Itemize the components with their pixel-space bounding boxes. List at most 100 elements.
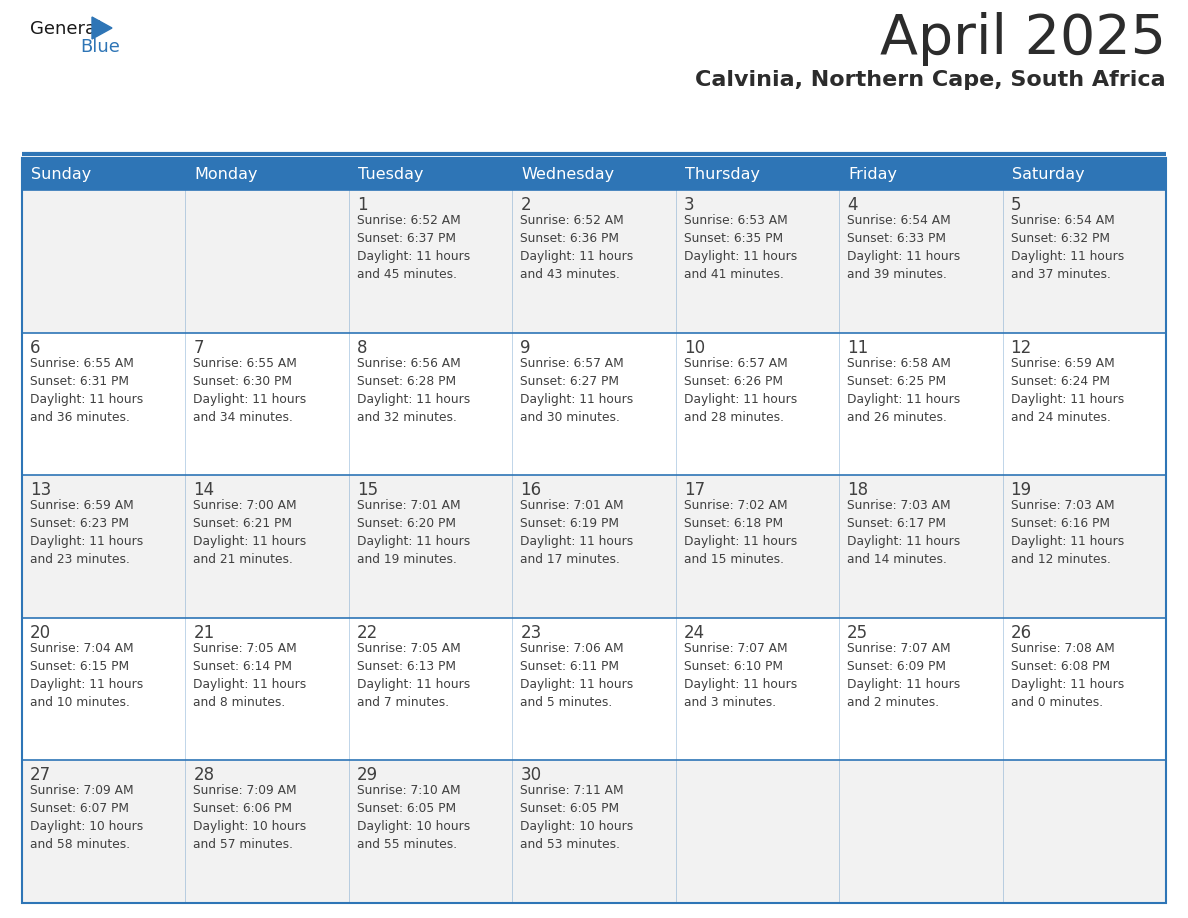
Bar (512, 618, 676, 760)
Bar (839, 618, 1003, 760)
Text: Sunrise: 7:04 AM
Sunset: 6:15 PM
Daylight: 11 hours
and 10 minutes.: Sunrise: 7:04 AM Sunset: 6:15 PM Dayligh… (30, 642, 144, 709)
Bar (839, 332, 1003, 476)
Bar (676, 158, 839, 190)
Text: 25: 25 (847, 624, 868, 642)
Text: Sunrise: 6:57 AM
Sunset: 6:27 PM
Daylight: 11 hours
and 30 minutes.: Sunrise: 6:57 AM Sunset: 6:27 PM Dayligh… (520, 356, 633, 423)
Text: 20: 20 (30, 624, 51, 642)
Bar (512, 760, 676, 903)
Text: Wednesday: Wednesday (522, 166, 614, 182)
Text: Sunrise: 7:07 AM
Sunset: 6:10 PM
Daylight: 11 hours
and 3 minutes.: Sunrise: 7:07 AM Sunset: 6:10 PM Dayligh… (684, 642, 797, 709)
Text: 14: 14 (194, 481, 215, 499)
Text: Sunrise: 7:11 AM
Sunset: 6:05 PM
Daylight: 10 hours
and 53 minutes.: Sunrise: 7:11 AM Sunset: 6:05 PM Dayligh… (520, 784, 633, 851)
Text: General: General (30, 20, 101, 38)
Text: 6: 6 (30, 339, 40, 356)
Text: Sunrise: 6:53 AM
Sunset: 6:35 PM
Daylight: 11 hours
and 41 minutes.: Sunrise: 6:53 AM Sunset: 6:35 PM Dayligh… (684, 214, 797, 281)
Text: 23: 23 (520, 624, 542, 642)
Bar (1003, 190, 1165, 332)
Text: Sunrise: 7:10 AM
Sunset: 6:05 PM
Daylight: 10 hours
and 55 minutes.: Sunrise: 7:10 AM Sunset: 6:05 PM Dayligh… (356, 784, 470, 851)
Text: 28: 28 (194, 767, 215, 784)
Bar (185, 618, 349, 760)
Text: Sunrise: 7:07 AM
Sunset: 6:09 PM
Daylight: 11 hours
and 2 minutes.: Sunrise: 7:07 AM Sunset: 6:09 PM Dayligh… (847, 642, 960, 709)
Text: 22: 22 (356, 624, 378, 642)
Bar (23, 760, 185, 903)
Text: 1: 1 (356, 196, 367, 214)
Bar (23, 332, 185, 476)
Text: Sunrise: 7:03 AM
Sunset: 6:16 PM
Daylight: 11 hours
and 12 minutes.: Sunrise: 7:03 AM Sunset: 6:16 PM Dayligh… (1011, 499, 1124, 566)
Text: 21: 21 (194, 624, 215, 642)
Text: 24: 24 (684, 624, 704, 642)
Bar (349, 618, 512, 760)
Bar (1003, 476, 1165, 618)
Bar (349, 158, 512, 190)
Text: Sunrise: 7:05 AM
Sunset: 6:14 PM
Daylight: 11 hours
and 8 minutes.: Sunrise: 7:05 AM Sunset: 6:14 PM Dayligh… (194, 642, 307, 709)
Text: 2: 2 (520, 196, 531, 214)
Text: Sunrise: 6:56 AM
Sunset: 6:28 PM
Daylight: 11 hours
and 32 minutes.: Sunrise: 6:56 AM Sunset: 6:28 PM Dayligh… (356, 356, 470, 423)
Bar (185, 476, 349, 618)
Bar (676, 476, 839, 618)
Text: Sunrise: 7:01 AM
Sunset: 6:19 PM
Daylight: 11 hours
and 17 minutes.: Sunrise: 7:01 AM Sunset: 6:19 PM Dayligh… (520, 499, 633, 566)
Bar (185, 332, 349, 476)
Bar (1003, 332, 1165, 476)
Bar (1003, 158, 1165, 190)
Text: 17: 17 (684, 481, 704, 499)
Text: Tuesday: Tuesday (358, 166, 423, 182)
Text: Sunrise: 7:09 AM
Sunset: 6:07 PM
Daylight: 10 hours
and 58 minutes.: Sunrise: 7:09 AM Sunset: 6:07 PM Dayligh… (30, 784, 144, 851)
Bar (349, 476, 512, 618)
Bar (349, 190, 512, 332)
Text: 7: 7 (194, 339, 204, 356)
Text: 18: 18 (847, 481, 868, 499)
Bar (839, 158, 1003, 190)
Bar (512, 476, 676, 618)
Bar (512, 332, 676, 476)
Bar (512, 158, 676, 190)
Bar (23, 158, 1165, 903)
Text: Friday: Friday (848, 166, 897, 182)
Text: 3: 3 (684, 196, 694, 214)
Bar (676, 332, 839, 476)
Text: Thursday: Thursday (684, 166, 759, 182)
Text: Sunrise: 7:01 AM
Sunset: 6:20 PM
Daylight: 11 hours
and 19 minutes.: Sunrise: 7:01 AM Sunset: 6:20 PM Dayligh… (356, 499, 470, 566)
Text: Sunrise: 6:52 AM
Sunset: 6:36 PM
Daylight: 11 hours
and 43 minutes.: Sunrise: 6:52 AM Sunset: 6:36 PM Dayligh… (520, 214, 633, 281)
Text: Sunrise: 6:59 AM
Sunset: 6:24 PM
Daylight: 11 hours
and 24 minutes.: Sunrise: 6:59 AM Sunset: 6:24 PM Dayligh… (1011, 356, 1124, 423)
Bar (676, 618, 839, 760)
Bar (185, 190, 349, 332)
Bar (23, 476, 185, 618)
Text: Saturday: Saturday (1011, 166, 1085, 182)
Text: 26: 26 (1011, 624, 1031, 642)
Bar (676, 190, 839, 332)
Bar (349, 760, 512, 903)
Polygon shape (91, 17, 112, 39)
Text: 5: 5 (1011, 196, 1020, 214)
Text: Sunrise: 7:05 AM
Sunset: 6:13 PM
Daylight: 11 hours
and 7 minutes.: Sunrise: 7:05 AM Sunset: 6:13 PM Dayligh… (356, 642, 470, 709)
Text: 29: 29 (356, 767, 378, 784)
Text: Blue: Blue (80, 38, 120, 56)
Bar (23, 190, 185, 332)
Text: Sunrise: 6:58 AM
Sunset: 6:25 PM
Daylight: 11 hours
and 26 minutes.: Sunrise: 6:58 AM Sunset: 6:25 PM Dayligh… (847, 356, 960, 423)
Bar (839, 476, 1003, 618)
Text: April 2025: April 2025 (880, 12, 1165, 66)
Text: Sunrise: 7:08 AM
Sunset: 6:08 PM
Daylight: 11 hours
and 0 minutes.: Sunrise: 7:08 AM Sunset: 6:08 PM Dayligh… (1011, 642, 1124, 709)
Text: Monday: Monday (195, 166, 258, 182)
Text: 9: 9 (520, 339, 531, 356)
Text: 16: 16 (520, 481, 542, 499)
Bar (1003, 760, 1165, 903)
Text: Calvinia, Northern Cape, South Africa: Calvinia, Northern Cape, South Africa (695, 70, 1165, 90)
Text: 8: 8 (356, 339, 367, 356)
Text: 11: 11 (847, 339, 868, 356)
Text: Sunrise: 7:03 AM
Sunset: 6:17 PM
Daylight: 11 hours
and 14 minutes.: Sunrise: 7:03 AM Sunset: 6:17 PM Dayligh… (847, 499, 960, 566)
Text: 10: 10 (684, 339, 704, 356)
Text: Sunrise: 6:54 AM
Sunset: 6:33 PM
Daylight: 11 hours
and 39 minutes.: Sunrise: 6:54 AM Sunset: 6:33 PM Dayligh… (847, 214, 960, 281)
Text: 30: 30 (520, 767, 542, 784)
Bar (23, 618, 185, 760)
Text: Sunrise: 7:06 AM
Sunset: 6:11 PM
Daylight: 11 hours
and 5 minutes.: Sunrise: 7:06 AM Sunset: 6:11 PM Dayligh… (520, 642, 633, 709)
Bar (676, 760, 839, 903)
Bar (839, 190, 1003, 332)
Text: 12: 12 (1011, 339, 1032, 356)
Text: Sunrise: 6:52 AM
Sunset: 6:37 PM
Daylight: 11 hours
and 45 minutes.: Sunrise: 6:52 AM Sunset: 6:37 PM Dayligh… (356, 214, 470, 281)
Bar (839, 760, 1003, 903)
Text: 13: 13 (30, 481, 51, 499)
Text: Sunrise: 6:55 AM
Sunset: 6:31 PM
Daylight: 11 hours
and 36 minutes.: Sunrise: 6:55 AM Sunset: 6:31 PM Dayligh… (30, 356, 144, 423)
Bar (349, 332, 512, 476)
Text: Sunrise: 7:09 AM
Sunset: 6:06 PM
Daylight: 10 hours
and 57 minutes.: Sunrise: 7:09 AM Sunset: 6:06 PM Dayligh… (194, 784, 307, 851)
Text: Sunrise: 7:00 AM
Sunset: 6:21 PM
Daylight: 11 hours
and 21 minutes.: Sunrise: 7:00 AM Sunset: 6:21 PM Dayligh… (194, 499, 307, 566)
